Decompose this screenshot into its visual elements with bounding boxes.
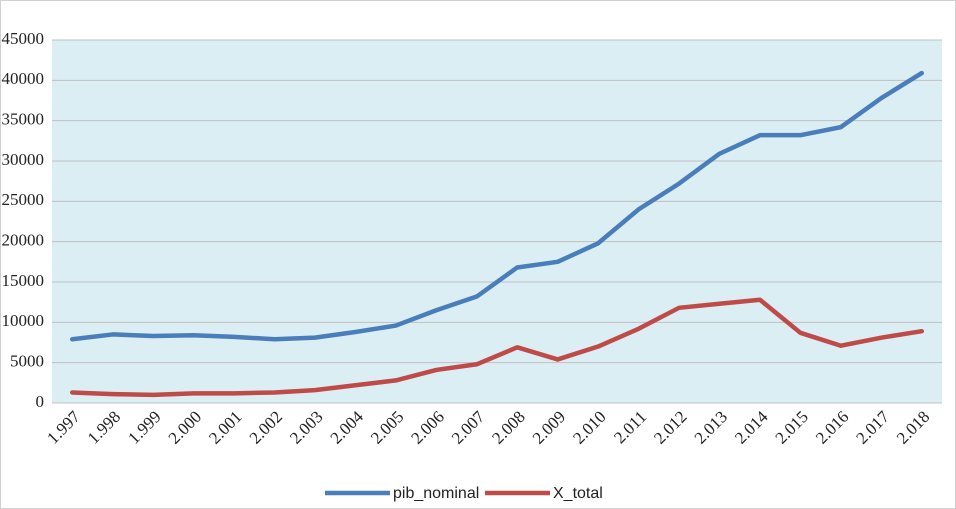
- y-tick-label: 5000: [10, 352, 44, 371]
- y-tick-label: 10000: [2, 311, 45, 330]
- line-series: [69, 70, 925, 342]
- line-series: [69, 297, 925, 398]
- y-tick-label: 20000: [2, 231, 45, 250]
- legend-label: pib_nominal: [393, 485, 479, 502]
- y-tick-label: 0: [36, 392, 45, 411]
- y-tick-label: 35000: [2, 110, 45, 129]
- y-tick-label: 30000: [2, 150, 45, 169]
- legend-label: X_total: [553, 485, 603, 502]
- y-tick-label: 40000: [2, 69, 45, 88]
- plot-area: [52, 40, 942, 403]
- y-tick-label: 25000: [2, 190, 45, 209]
- y-tick-label: 15000: [2, 271, 45, 290]
- y-tick-label: 45000: [2, 29, 45, 48]
